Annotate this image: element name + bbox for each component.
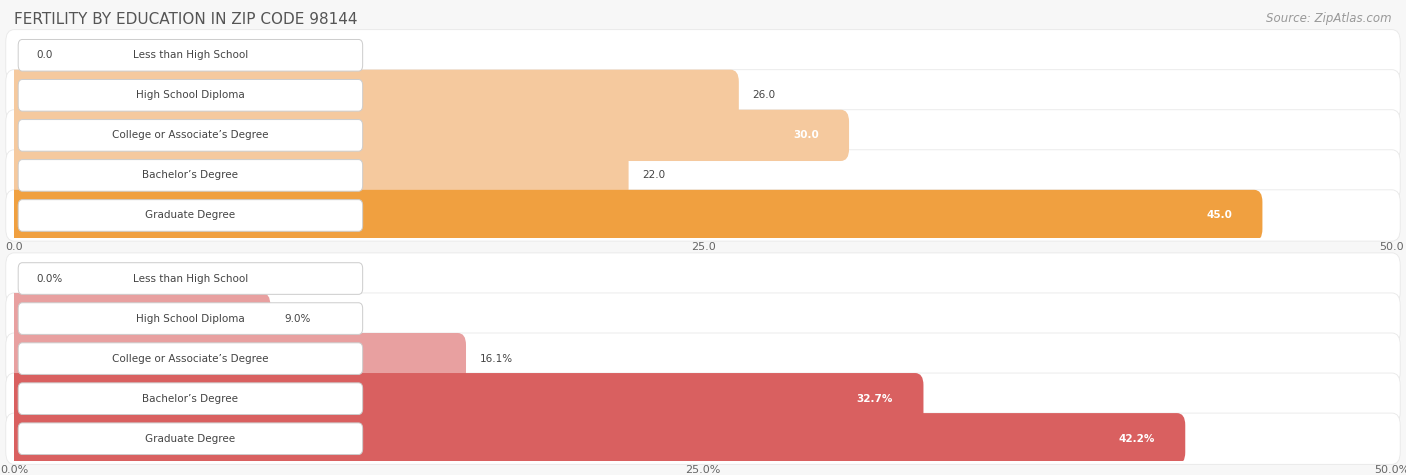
Text: Less than High School: Less than High School	[132, 274, 247, 284]
Text: 42.2%: 42.2%	[1119, 434, 1154, 444]
FancyBboxPatch shape	[18, 79, 363, 111]
FancyBboxPatch shape	[6, 293, 270, 344]
FancyBboxPatch shape	[18, 39, 363, 71]
FancyBboxPatch shape	[6, 373, 1400, 424]
Text: Bachelor’s Degree: Bachelor’s Degree	[142, 171, 239, 180]
FancyBboxPatch shape	[6, 413, 1400, 465]
FancyBboxPatch shape	[6, 253, 1400, 304]
Text: 45.0: 45.0	[1206, 210, 1232, 220]
Text: Bachelor’s Degree: Bachelor’s Degree	[142, 394, 239, 404]
FancyBboxPatch shape	[6, 150, 628, 201]
FancyBboxPatch shape	[6, 70, 1400, 121]
FancyBboxPatch shape	[18, 200, 363, 231]
FancyBboxPatch shape	[18, 160, 363, 191]
FancyBboxPatch shape	[6, 293, 1400, 344]
Text: High School Diploma: High School Diploma	[136, 90, 245, 100]
FancyBboxPatch shape	[18, 263, 363, 294]
FancyBboxPatch shape	[6, 110, 1400, 161]
FancyBboxPatch shape	[6, 110, 849, 161]
FancyBboxPatch shape	[18, 343, 363, 374]
Text: Source: ZipAtlas.com: Source: ZipAtlas.com	[1267, 12, 1392, 25]
Text: College or Associate’s Degree: College or Associate’s Degree	[112, 353, 269, 364]
FancyBboxPatch shape	[6, 70, 738, 121]
FancyBboxPatch shape	[6, 373, 924, 424]
FancyBboxPatch shape	[6, 190, 1263, 241]
Text: 22.0: 22.0	[643, 171, 665, 180]
Text: Less than High School: Less than High School	[132, 50, 247, 60]
Text: Graduate Degree: Graduate Degree	[145, 434, 235, 444]
Text: 9.0%: 9.0%	[284, 314, 311, 323]
FancyBboxPatch shape	[6, 190, 1400, 241]
FancyBboxPatch shape	[18, 383, 363, 415]
Text: FERTILITY BY EDUCATION IN ZIP CODE 98144: FERTILITY BY EDUCATION IN ZIP CODE 98144	[14, 12, 357, 27]
Text: 0.0%: 0.0%	[37, 274, 62, 284]
FancyBboxPatch shape	[6, 413, 1185, 465]
FancyBboxPatch shape	[18, 120, 363, 151]
FancyBboxPatch shape	[6, 333, 465, 384]
Text: 26.0: 26.0	[752, 90, 776, 100]
FancyBboxPatch shape	[18, 423, 363, 455]
Text: College or Associate’s Degree: College or Associate’s Degree	[112, 130, 269, 141]
Text: High School Diploma: High School Diploma	[136, 314, 245, 323]
Text: Graduate Degree: Graduate Degree	[145, 210, 235, 220]
Text: 30.0: 30.0	[793, 130, 818, 141]
FancyBboxPatch shape	[18, 303, 363, 334]
FancyBboxPatch shape	[6, 333, 1400, 384]
Text: 0.0: 0.0	[37, 50, 52, 60]
FancyBboxPatch shape	[6, 29, 1400, 81]
Text: 32.7%: 32.7%	[856, 394, 893, 404]
Text: 16.1%: 16.1%	[479, 353, 513, 364]
FancyBboxPatch shape	[6, 150, 1400, 201]
